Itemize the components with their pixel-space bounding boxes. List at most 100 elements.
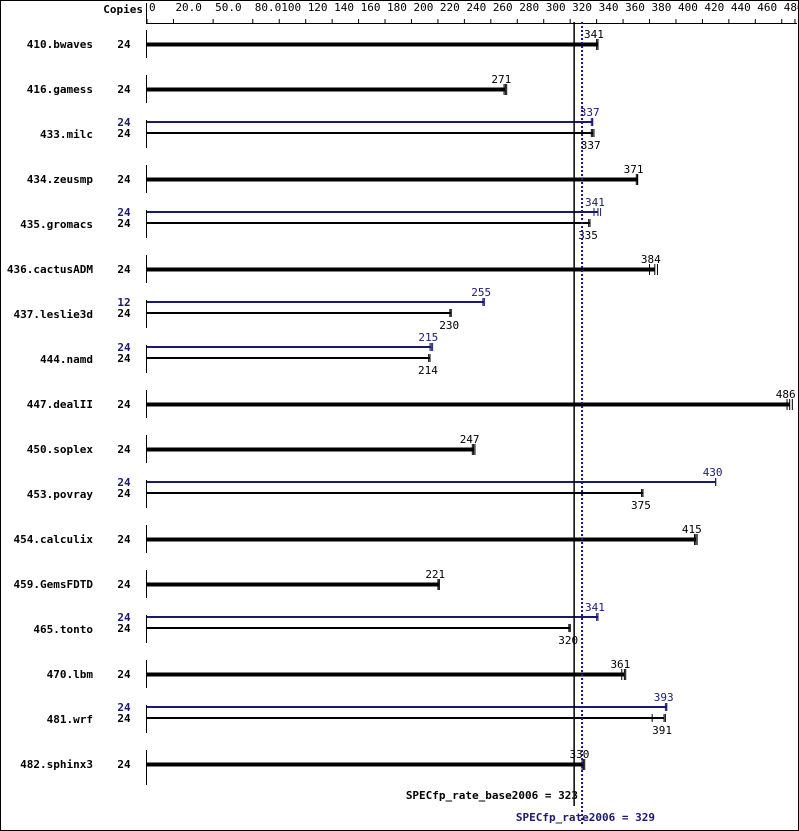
benchmark-name: 450.soplex — [27, 443, 94, 456]
base-value-label: 391 — [652, 724, 672, 737]
benchmark-name: 459.GemsFDTD — [14, 578, 94, 591]
benchmark-name: 434.zeusmp — [27, 173, 94, 186]
x-tick-label: 480 — [784, 1, 799, 14]
base-bar — [147, 177, 638, 182]
benchmark-name: 481.wrf — [47, 713, 93, 726]
x-tick-label: 360 — [625, 1, 645, 14]
benchmark-name: 433.milc — [40, 128, 93, 141]
x-tick-label: 400 — [678, 1, 698, 14]
x-tick-label: 380 — [652, 1, 672, 14]
base-copies: 24 — [117, 83, 131, 96]
base-bar — [147, 42, 598, 47]
base-bar — [147, 267, 655, 272]
benchmark-name: 437.leslie3d — [14, 308, 93, 321]
base-copies: 24 — [117, 533, 131, 546]
peak-bar — [147, 481, 716, 483]
base-copies: 24 — [117, 38, 131, 51]
x-tick-label: 80.0 — [255, 1, 281, 14]
base-value-label: 221 — [425, 568, 445, 581]
benchmark-name: 465.tonto — [33, 623, 93, 636]
base-value-label: 384 — [641, 253, 661, 266]
x-tick-label: 490 — [797, 1, 799, 14]
base-bar — [147, 492, 643, 494]
peak-copies: 24 — [117, 701, 131, 714]
benchmark-name: 453.povray — [27, 488, 94, 501]
base-copies: 24 — [117, 578, 131, 591]
base-copies: 24 — [117, 758, 131, 771]
x-tick-label: 120 — [308, 1, 328, 14]
peak-value-label: 337 — [580, 106, 600, 119]
base-copies: 24 — [117, 443, 131, 456]
peak-copies: 24 — [117, 116, 131, 129]
base-bar — [147, 357, 430, 359]
peak-copies: 24 — [117, 611, 131, 624]
base-bar — [147, 87, 506, 92]
peak-value-label: 393 — [654, 691, 674, 704]
peak-bar — [147, 616, 598, 618]
peak-value-label: 341 — [585, 196, 605, 209]
peak-copies: 24 — [117, 341, 131, 354]
base-copies: 24 — [117, 307, 131, 320]
peak-copies: 12 — [117, 296, 130, 309]
base-bar — [147, 132, 593, 134]
x-tick-label: 260 — [493, 1, 513, 14]
base-bar — [147, 402, 790, 407]
base-copies: 24 — [117, 622, 131, 635]
x-tick-label: 420 — [704, 1, 724, 14]
base-value-label: 214 — [418, 364, 438, 377]
base-value-label: 337 — [581, 139, 601, 152]
base-copies: 24 — [117, 173, 131, 186]
base-bar — [147, 627, 571, 629]
base-value-label: 486 — [776, 388, 796, 401]
base-bar — [147, 312, 452, 314]
benchmark-name: 410.bwaves — [27, 38, 93, 51]
base-value-label: 361 — [610, 658, 630, 671]
peak-value-label: 341 — [585, 601, 605, 614]
base-bar — [147, 762, 584, 767]
base-bar — [147, 582, 440, 587]
peak-bar — [147, 121, 593, 123]
base-value-label: 415 — [682, 523, 702, 536]
x-tick-label: 100 — [281, 1, 301, 14]
x-tick-label: 140 — [334, 1, 354, 14]
base-value-label: 320 — [558, 634, 578, 647]
x-tick-label: 280 — [519, 1, 539, 14]
base-bar — [147, 717, 665, 719]
base-value-label: 247 — [460, 433, 480, 446]
benchmark-name: 482.sphinx3 — [20, 758, 93, 771]
base-copies: 24 — [117, 352, 131, 365]
x-tick-label: 180 — [387, 1, 407, 14]
base-value-label: 271 — [491, 73, 511, 86]
base-value-label: 375 — [631, 499, 651, 512]
benchmark-name: 416.gamess — [27, 83, 93, 96]
peak-bar — [147, 301, 485, 303]
peak-value-label: 430 — [703, 466, 723, 479]
base-value-label: 335 — [578, 229, 598, 242]
peak-value-label: 255 — [471, 286, 491, 299]
peak-summary-label: SPECfp_rate2006 = 329 — [516, 811, 655, 824]
base-copies: 24 — [117, 398, 131, 411]
base-summary-label: SPECfp_rate_base2006 = 323 — [406, 789, 578, 802]
benchmark-name: 444.namd — [40, 353, 93, 366]
base-value-label: 341 — [584, 28, 604, 41]
peak-bar — [147, 211, 598, 213]
base-value-label: 371 — [624, 163, 644, 176]
base-bar — [147, 672, 625, 677]
base-copies: 24 — [117, 712, 131, 725]
base-copies: 24 — [117, 487, 131, 500]
benchmark-name: 447.dealII — [27, 398, 93, 411]
base-bar — [147, 537, 696, 542]
base-value-label: 330 — [569, 748, 589, 761]
base-value-label: 230 — [439, 319, 459, 332]
base-copies: 24 — [117, 217, 131, 230]
x-tick-label: 0 — [149, 1, 156, 14]
peak-copies: 24 — [117, 206, 131, 219]
peak-bar — [147, 706, 667, 708]
x-tick-label: 20.0 — [175, 1, 202, 14]
benchmark-name: 436.cactusADM — [7, 263, 93, 276]
base-copies: 24 — [117, 668, 131, 681]
base-bar — [147, 222, 591, 224]
x-tick-label: 460 — [757, 1, 777, 14]
